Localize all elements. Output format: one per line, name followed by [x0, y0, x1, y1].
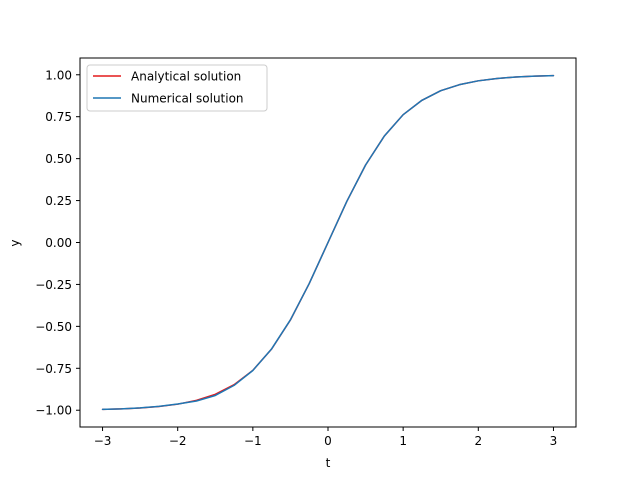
y-tick-label: −0.75	[35, 362, 72, 376]
y-tick-label: 0.50	[45, 152, 72, 166]
y-tick-label: 0.00	[45, 236, 72, 250]
legend: Analytical solution Numerical solution	[86, 64, 268, 112]
x-tick-label: 1	[399, 434, 407, 448]
y-axis-ticks: −1.00 −0.75 −0.50 −0.25 0.00 0.25 0.50 0.75 1.00	[35, 68, 80, 418]
y-tick-label: −1.00	[35, 404, 72, 418]
y-tick-label: −0.25	[35, 278, 72, 292]
x-tick-label: −2	[169, 434, 187, 448]
y-tick-label: −0.50	[35, 320, 72, 334]
y-tick-label: 1.00	[45, 68, 72, 82]
y-tick-label: 0.25	[45, 194, 72, 208]
legend-label-numerical: Numerical solution	[131, 92, 244, 106]
x-tick-label: −3	[94, 434, 112, 448]
x-tick-label: −1	[244, 434, 262, 448]
x-tick-label: 0	[324, 434, 332, 448]
y-axis-label: y	[8, 239, 22, 246]
x-axis-ticks: −3 −2 −1 0 1 2 3	[94, 427, 558, 448]
series-line-numerical	[101, 74, 555, 411]
y-tick-label: 0.75	[45, 110, 72, 124]
x-tick-label: 2	[474, 434, 482, 448]
series-layer	[101, 74, 555, 411]
x-axis-label: t	[326, 456, 331, 470]
x-tick-label: 3	[550, 434, 558, 448]
legend-box	[86, 64, 268, 112]
legend-label-analytical: Analytical solution	[131, 70, 241, 84]
